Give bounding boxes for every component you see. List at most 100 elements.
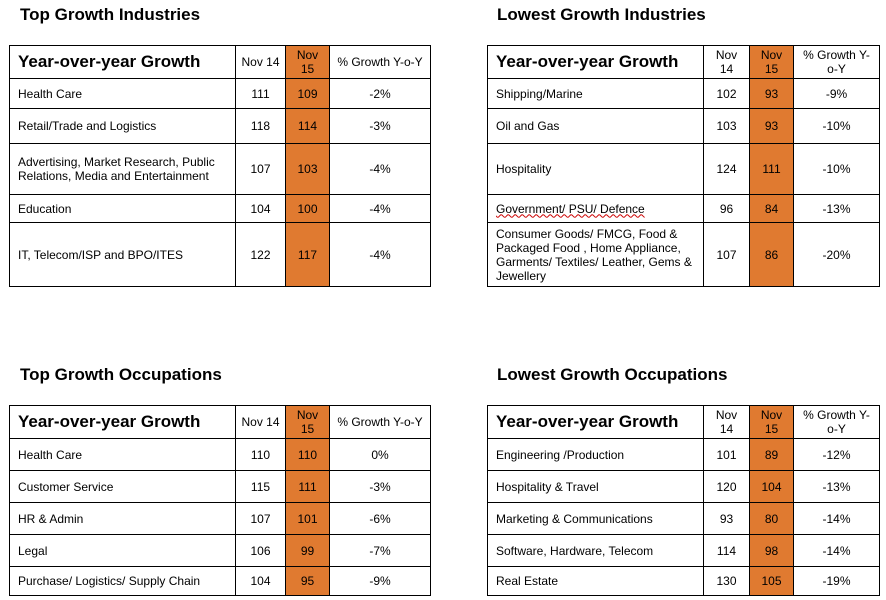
nov15-value: 117 <box>285 222 330 287</box>
column-heading: Year-over-year Growth <box>9 405 236 439</box>
nov14-value: 103 <box>703 108 750 144</box>
lowest-industries-title: Lowest Growth Industries <box>497 5 706 24</box>
growth-value: -9% <box>329 566 431 596</box>
nov14-value: 107 <box>235 143 286 195</box>
header-row: Year-over-year Growth Nov 14 Nov 15 % Gr… <box>487 45 880 79</box>
lowest-industries-table: Year-over-year Growth Nov 14 Nov 15 % Gr… <box>487 45 880 287</box>
nov14-value: 110 <box>235 438 286 471</box>
lowest-occupations-title: Lowest Growth Occupations <box>497 365 728 384</box>
nov15-value: 89 <box>749 438 794 471</box>
row-label: HR & Admin <box>9 502 236 535</box>
row-label: Retail/Trade and Logistics <box>9 108 236 144</box>
column-heading: Year-over-year Growth <box>487 45 704 79</box>
growth-value: -3% <box>329 108 431 144</box>
nov14-value: 114 <box>703 534 750 567</box>
row-label: Real Estate <box>487 566 704 596</box>
growth-value: -3% <box>329 470 431 503</box>
growth-value: -10% <box>793 143 880 195</box>
growth-value: -4% <box>329 143 431 195</box>
nov14-value: 115 <box>235 470 286 503</box>
table-row: HR & Admin 107 101 -6% <box>9 502 431 535</box>
table-row: Health Care 110 110 0% <box>9 438 431 471</box>
growth-value: -4% <box>329 194 431 223</box>
nov14-value: 107 <box>235 502 286 535</box>
nov14-value: 107 <box>703 222 750 287</box>
row-label: Purchase/ Logistics/ Supply Chain <box>9 566 236 596</box>
header-row: Year-over-year Growth Nov 14 Nov 15 % Gr… <box>9 45 431 79</box>
nov15-value: 84 <box>749 194 794 223</box>
growth-value: -7% <box>329 534 431 567</box>
nov15-value: 86 <box>749 222 794 287</box>
row-label: IT, Telecom/ISP and BPO/ITES <box>9 222 236 287</box>
nov15-value: 93 <box>749 78 794 109</box>
growth-value: -20% <box>793 222 880 287</box>
table-row: Purchase/ Logistics/ Supply Chain 104 95… <box>9 566 431 596</box>
growth-value: 0% <box>329 438 431 471</box>
row-label: Health Care <box>9 438 236 471</box>
growth-value: -6% <box>329 502 431 535</box>
growth-value: -13% <box>793 470 880 503</box>
table-row: Software, Hardware, Telecom 114 98 -14% <box>487 534 880 567</box>
growth-value: -9% <box>793 78 880 109</box>
nov15-value: 111 <box>285 470 330 503</box>
column-heading: Year-over-year Growth <box>9 45 236 79</box>
nov15-value: 109 <box>285 78 330 109</box>
table-row: Retail/Trade and Logistics 118 114 -3% <box>9 108 431 144</box>
column-nov14: Nov 14 <box>703 405 750 439</box>
header-row: Year-over-year Growth Nov 14 Nov 15 % Gr… <box>9 405 431 439</box>
nov15-value: 110 <box>285 438 330 471</box>
nov15-value: 95 <box>285 566 330 596</box>
growth-value: -19% <box>793 566 880 596</box>
nov14-value: 130 <box>703 566 750 596</box>
nov14-value: 96 <box>703 194 750 223</box>
growth-value: -14% <box>793 534 880 567</box>
nov15-value: 98 <box>749 534 794 567</box>
table-row: Government/ PSU/ Defence 96 84 -13% <box>487 194 880 223</box>
nov14-value: 106 <box>235 534 286 567</box>
table-row: Hospitality & Travel 120 104 -13% <box>487 470 880 503</box>
column-growth: % Growth Y-o-Y <box>329 405 431 439</box>
nov15-value: 104 <box>749 470 794 503</box>
column-nov15: Nov 15 <box>749 405 794 439</box>
table-row: Engineering /Production 101 89 -12% <box>487 438 880 471</box>
table-row: Consumer Goods/ FMCG, Food & Packaged Fo… <box>487 222 880 287</box>
row-label: Hospitality <box>487 143 704 195</box>
table-row: Oil and Gas 103 93 -10% <box>487 108 880 144</box>
table-row: IT, Telecom/ISP and BPO/ITES 122 117 -4% <box>9 222 431 287</box>
row-label: Software, Hardware, Telecom <box>487 534 704 567</box>
table-row: Hospitality 124 111 -10% <box>487 143 880 195</box>
column-nov15: Nov 15 <box>749 45 794 79</box>
table-row: Marketing & Communications 93 80 -14% <box>487 502 880 535</box>
row-label: Hospitality & Travel <box>487 470 704 503</box>
nov14-value: 111 <box>235 78 286 109</box>
table-row: Advertising, Market Research, Public Rel… <box>9 143 431 195</box>
table-row: Education 104 100 -4% <box>9 194 431 223</box>
nov15-value: 105 <box>749 566 794 596</box>
top-occupations-title: Top Growth Occupations <box>20 365 222 384</box>
nov15-value: 101 <box>285 502 330 535</box>
top-occupations-table: Year-over-year Growth Nov 14 Nov 15 % Gr… <box>9 405 431 596</box>
nov14-value: 93 <box>703 502 750 535</box>
table-row: Legal 106 99 -7% <box>9 534 431 567</box>
nov15-value: 111 <box>749 143 794 195</box>
table-row: Real Estate 130 105 -19% <box>487 566 880 596</box>
row-label: Health Care <box>9 78 236 109</box>
growth-value: -12% <box>793 438 880 471</box>
table-row: Customer Service 115 111 -3% <box>9 470 431 503</box>
column-nov15: Nov 15 <box>285 405 330 439</box>
row-label: Engineering /Production <box>487 438 704 471</box>
nov14-value: 104 <box>235 194 286 223</box>
nov14-value: 120 <box>703 470 750 503</box>
growth-value: -13% <box>793 194 880 223</box>
growth-value: -10% <box>793 108 880 144</box>
row-label: Government/ PSU/ Defence <box>487 194 704 223</box>
row-label: Marketing & Communications <box>487 502 704 535</box>
column-heading: Year-over-year Growth <box>487 405 704 439</box>
column-growth: % Growth Y-o-Y <box>793 405 880 439</box>
column-growth: % Growth Y-o-Y <box>793 45 880 79</box>
nov14-value: 104 <box>235 566 286 596</box>
column-nov14: Nov 14 <box>235 405 286 439</box>
column-growth: % Growth Y-o-Y <box>329 45 431 79</box>
row-label: Customer Service <box>9 470 236 503</box>
column-nov14: Nov 14 <box>703 45 750 79</box>
